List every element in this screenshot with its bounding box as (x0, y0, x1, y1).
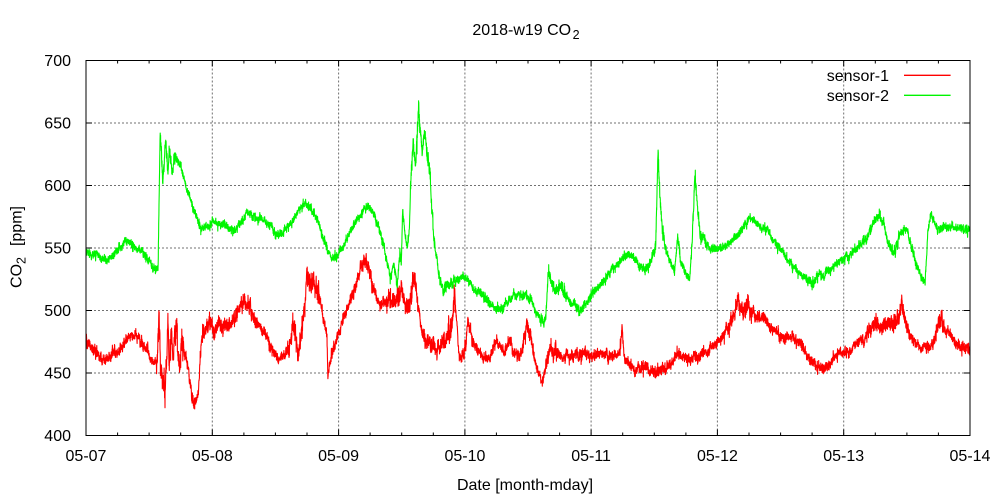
svg-text:400: 400 (44, 428, 71, 445)
svg-text:600: 600 (44, 178, 71, 195)
svg-text:05-14: 05-14 (950, 448, 991, 465)
svg-text:sensor-2: sensor-2 (827, 88, 889, 105)
svg-text:05-09: 05-09 (318, 448, 359, 465)
svg-text:05-13: 05-13 (823, 448, 864, 465)
svg-text:700: 700 (44, 53, 71, 70)
svg-text:500: 500 (44, 303, 71, 320)
svg-text:CO2[ppm]: CO2[ppm] (9, 206, 29, 288)
svg-text:05-08: 05-08 (192, 448, 233, 465)
svg-text:650: 650 (44, 116, 71, 133)
svg-text:05-12: 05-12 (697, 448, 738, 465)
svg-text:05-07: 05-07 (66, 448, 107, 465)
svg-text:Date [month-mday]: Date [month-mday] (457, 477, 593, 494)
svg-text:05-10: 05-10 (444, 448, 485, 465)
svg-text:450: 450 (44, 366, 71, 383)
svg-text:550: 550 (44, 241, 71, 258)
svg-text:05-11: 05-11 (571, 448, 611, 465)
svg-text:sensor-1: sensor-1 (827, 68, 889, 85)
svg-text:2018-w19 CO2: 2018-w19 CO 2 (472, 22, 579, 42)
